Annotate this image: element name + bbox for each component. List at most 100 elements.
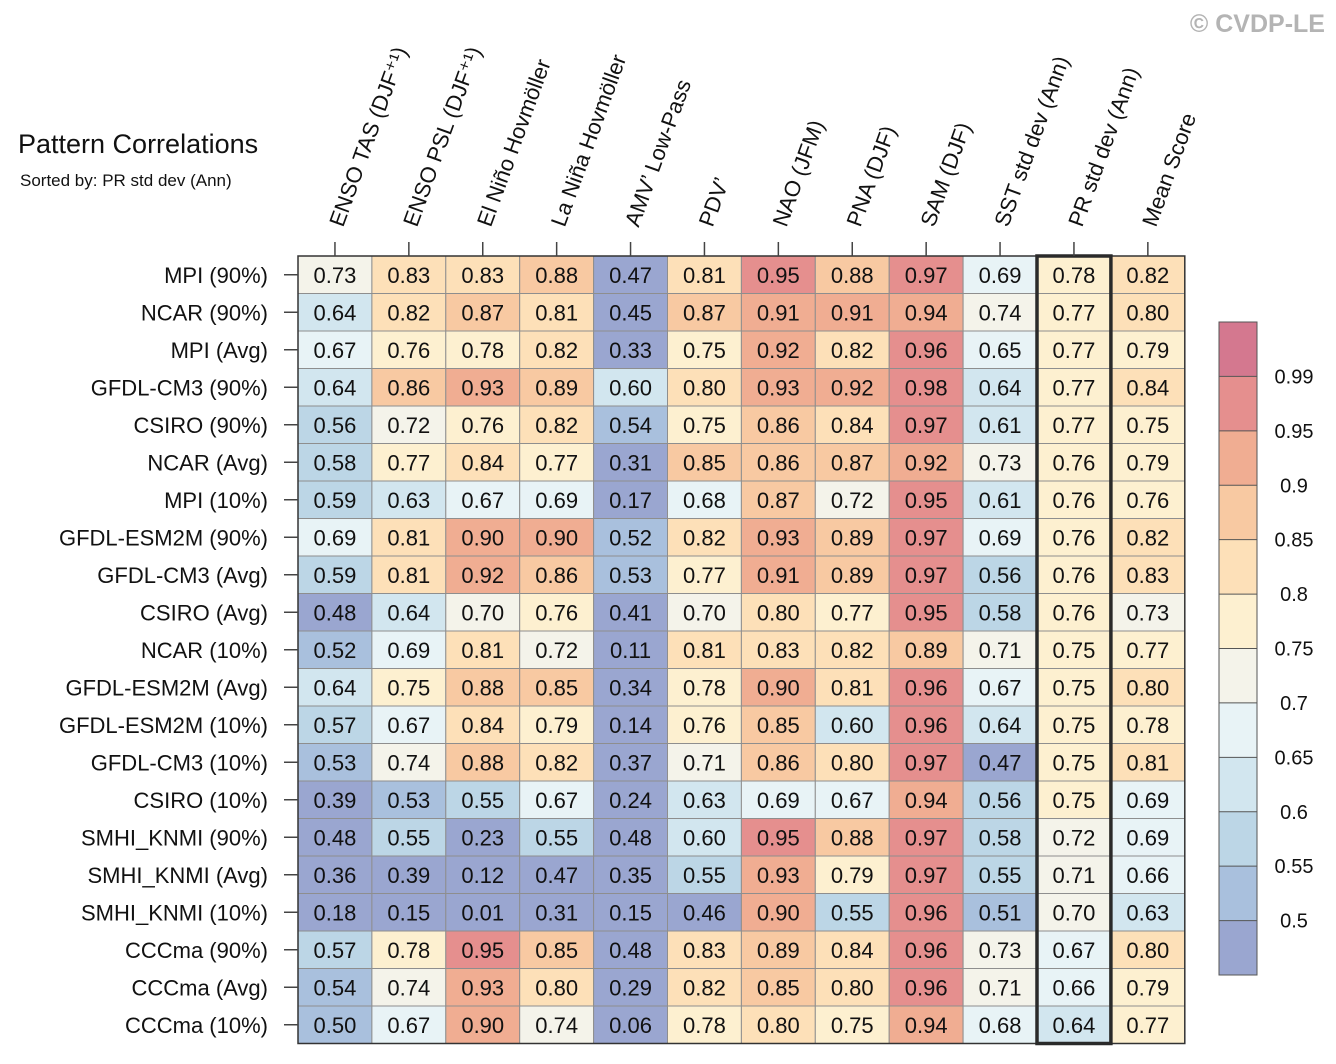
cell-value: 0.51 <box>979 900 1022 925</box>
cell-value: 0.78 <box>461 338 504 363</box>
cell-value: 0.29 <box>609 975 652 1000</box>
cell-value: 0.82 <box>387 300 430 325</box>
cell-value: 0.78 <box>387 938 430 963</box>
heatmap-cell <box>740 518 816 557</box>
cell-value: 0.79 <box>1126 975 1169 1000</box>
cell-value: 0.84 <box>461 713 504 738</box>
cell-value: 0.73 <box>979 938 1022 963</box>
cell-value: 0.74 <box>535 1013 578 1038</box>
heatmap-cell <box>1110 593 1186 632</box>
heatmap-cell <box>1036 780 1112 819</box>
heatmap-cell <box>297 555 373 594</box>
cell-value: 0.75 <box>831 1013 874 1038</box>
cell-value: 0.85 <box>683 450 726 475</box>
cell-value: 0.67 <box>461 488 504 513</box>
heatmap-cell <box>1036 668 1112 707</box>
heatmap-cell <box>962 255 1038 294</box>
column-label: ENSO TAS (DJF⁺¹) <box>324 43 412 229</box>
colorbar-swatch <box>1219 866 1257 922</box>
cell-value: 0.73 <box>1126 600 1169 625</box>
cell-value: 0.75 <box>683 338 726 363</box>
heatmap-cell <box>445 893 521 932</box>
cell-value: 0.82 <box>535 750 578 775</box>
cell-value: 0.57 <box>314 713 357 738</box>
cell-value: 0.91 <box>757 300 800 325</box>
heatmap-grid: 0.73 0.83 0.83 0.88 0.47 0.81 0.95 0.88 0.97 0.69… <box>59 43 1201 1046</box>
cell-value: 0.67 <box>535 788 578 813</box>
heatmap-cell <box>1036 930 1112 969</box>
cell-value: 0.89 <box>831 563 874 588</box>
cell-value: 0.60 <box>609 375 652 400</box>
cell-value: 0.47 <box>979 750 1022 775</box>
heatmap-cell <box>593 743 668 782</box>
cell-value: 0.58 <box>979 825 1022 850</box>
row-label: GFDL-CM3 (Avg) <box>97 563 268 588</box>
cell-value: 0.77 <box>1053 413 1096 438</box>
cell-value: 0.97 <box>905 263 948 288</box>
heatmap-cell <box>297 968 373 1007</box>
cell-value: 0.76 <box>1126 488 1169 513</box>
cell-value: 0.55 <box>535 825 578 850</box>
heatmap-cell <box>1110 743 1186 782</box>
heatmap-cell <box>814 593 890 632</box>
heatmap-cell <box>445 480 521 519</box>
heatmap-cell <box>519 330 595 369</box>
cell-value: 0.80 <box>535 975 578 1000</box>
cell-value: 0.85 <box>535 938 578 963</box>
cell-value: 0.68 <box>979 1013 1022 1038</box>
cell-value: 0.46 <box>683 900 726 925</box>
heatmap-cell <box>888 818 964 857</box>
heatmap-cell <box>814 968 890 1007</box>
heatmap-cell <box>740 593 816 632</box>
heatmap-cell <box>1110 705 1186 744</box>
cell-value: 0.53 <box>314 750 357 775</box>
heatmap-cell <box>371 593 447 632</box>
colorbar-label: 0.85 <box>1275 530 1314 552</box>
heatmap-cell <box>519 780 595 819</box>
heatmap-cell <box>888 930 964 969</box>
heatmap-cell <box>962 893 1038 932</box>
cell-value: 0.69 <box>979 263 1022 288</box>
heatmap-cell <box>1036 630 1112 669</box>
cell-value: 0.93 <box>757 375 800 400</box>
heatmap-cell <box>962 1005 1038 1044</box>
cell-value: 0.90 <box>535 525 578 550</box>
heatmap-cell <box>1036 518 1112 557</box>
cell-value: 0.83 <box>1126 563 1169 588</box>
cell-value: 0.93 <box>461 375 504 400</box>
cell-value: 0.54 <box>314 975 357 1000</box>
heatmap-cell <box>740 480 816 519</box>
cell-value: 0.86 <box>757 750 800 775</box>
cell-value: 0.80 <box>831 750 874 775</box>
cell-value: 0.69 <box>535 488 578 513</box>
heatmap-cell <box>371 968 447 1007</box>
cell-value: 0.45 <box>609 300 652 325</box>
cell-value: 0.79 <box>831 863 874 888</box>
cell-value: 0.84 <box>831 938 874 963</box>
heatmap-cell <box>740 855 816 894</box>
heatmap-cell <box>667 1005 742 1044</box>
cell-value: 0.85 <box>757 713 800 738</box>
cell-value: 0.24 <box>609 788 652 813</box>
cell-value: 0.80 <box>757 1013 800 1038</box>
cell-value: 0.88 <box>831 825 874 850</box>
column-label: NAO (JFM) <box>768 117 830 230</box>
heatmap-cell <box>740 705 816 744</box>
cell-value: 0.98 <box>905 375 948 400</box>
row-label: CCCma (Avg) <box>131 975 268 1000</box>
heatmap-cell <box>371 705 447 744</box>
cell-value: 0.67 <box>831 788 874 813</box>
row-label: CSIRO (Avg) <box>140 600 268 625</box>
cell-value: 0.83 <box>461 263 504 288</box>
cell-value: 0.80 <box>1126 300 1169 325</box>
column-label: PDV’ <box>694 174 735 230</box>
cell-value: 0.77 <box>831 600 874 625</box>
heatmap-cell <box>297 368 373 407</box>
heatmap-cell <box>962 480 1038 519</box>
cell-value: 0.95 <box>905 488 948 513</box>
cell-value: 0.72 <box>387 413 430 438</box>
cell-value: 0.52 <box>314 638 357 663</box>
cell-value: 0.97 <box>905 863 948 888</box>
heatmap-cell <box>297 405 373 444</box>
cell-value: 0.83 <box>757 638 800 663</box>
